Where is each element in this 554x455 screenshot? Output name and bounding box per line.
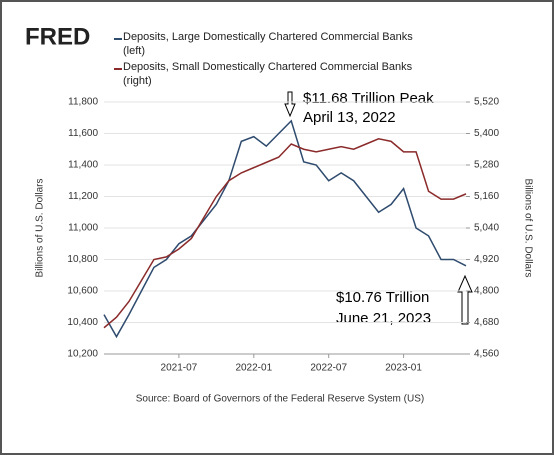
series-line: [103, 137, 467, 329]
y-tick-label: 10,200: [67, 349, 98, 360]
y-tick-label: 11,600: [68, 128, 98, 139]
source: Source: Board of Governors of the Federa…: [136, 394, 424, 405]
legend-entry: Deposits, Large Domestically Chartered C…: [123, 31, 413, 57]
annotation: April 13, 2022: [303, 109, 396, 126]
legend-swatch: [114, 68, 122, 70]
y2-tick-label: 4,560: [474, 349, 499, 360]
annotation: $10.76 Trillion: [336, 289, 429, 306]
x-tick-label: 2022-07: [310, 363, 347, 374]
y2-tick-label: 4,680: [474, 317, 499, 328]
annotation: $11.68 Trillion Peak: [303, 90, 434, 107]
y2-tick-label: 5,520: [474, 97, 499, 108]
x-tick-label: 2021-07: [161, 363, 198, 374]
y2-tick-label: 5,280: [474, 160, 499, 171]
y2-tick-label: 4,800: [474, 286, 499, 297]
y-tick-label: 10,800: [67, 254, 98, 265]
y2-axis-label: Billions of U.S. Dollars: [522, 179, 533, 278]
y-tick-label: 11,200: [68, 191, 98, 202]
y-axis-label: Billions of U.S. Dollars: [35, 179, 46, 278]
x-tick-label: 2023-01: [385, 363, 422, 374]
y-tick-label: 10,600: [67, 286, 98, 297]
logo: FRED: [25, 23, 90, 50]
legend-entry: Deposits, Small Domestically Chartered C…: [123, 61, 413, 87]
series-line: [103, 119, 467, 339]
y2-tick-label: 4,920: [474, 254, 499, 265]
x-tick-label: 2022-01: [235, 363, 272, 374]
y-tick-label: 11,800: [68, 97, 98, 108]
annotation: June 21, 2023: [336, 310, 431, 327]
y2-tick-label: 5,040: [474, 223, 499, 234]
y-tick-label: 11,400: [68, 160, 98, 171]
y2-tick-label: 5,160: [474, 191, 499, 202]
y2-tick-label: 5,400: [474, 128, 499, 139]
y-tick-label: 10,400: [67, 317, 98, 328]
legend-swatch: [114, 38, 122, 40]
y-tick-label: 11,000: [68, 223, 98, 234]
arrow: [284, 91, 473, 325]
